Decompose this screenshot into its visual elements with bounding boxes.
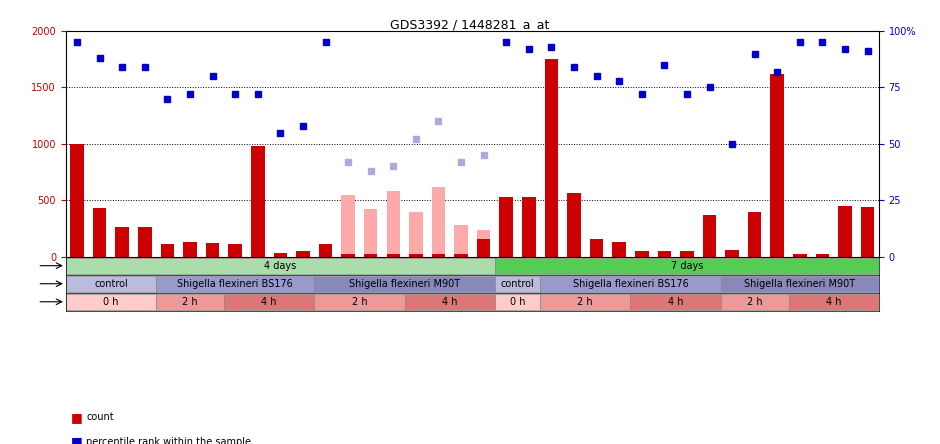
- FancyBboxPatch shape: [495, 293, 540, 310]
- Text: ■: ■: [71, 435, 83, 444]
- FancyBboxPatch shape: [540, 293, 631, 310]
- Bar: [635, 251, 649, 257]
- Bar: [477, 238, 491, 257]
- Bar: [228, 244, 242, 257]
- Bar: [567, 194, 581, 257]
- Bar: [409, 211, 423, 257]
- Bar: [341, 254, 355, 257]
- Bar: [386, 254, 400, 257]
- Bar: [296, 251, 310, 257]
- FancyBboxPatch shape: [314, 276, 495, 292]
- Bar: [341, 194, 355, 257]
- Text: 4 h: 4 h: [826, 297, 841, 307]
- Text: percentile rank within the sample: percentile rank within the sample: [86, 437, 252, 444]
- FancyBboxPatch shape: [66, 258, 495, 274]
- Bar: [431, 187, 446, 257]
- Bar: [703, 215, 716, 257]
- Text: 4 days: 4 days: [264, 261, 296, 271]
- Text: Shigella flexineri BS176: Shigella flexineri BS176: [572, 279, 688, 289]
- Bar: [251, 146, 264, 257]
- FancyBboxPatch shape: [631, 293, 721, 310]
- FancyBboxPatch shape: [224, 293, 314, 310]
- Bar: [93, 208, 106, 257]
- Bar: [386, 191, 400, 257]
- Text: 0 h: 0 h: [509, 297, 525, 307]
- Text: Shigella flexineri M90T: Shigella flexineri M90T: [349, 279, 461, 289]
- Bar: [116, 227, 129, 257]
- Text: 2 h: 2 h: [352, 297, 368, 307]
- Text: control: control: [94, 279, 128, 289]
- Text: 2 h: 2 h: [747, 297, 762, 307]
- Text: 4 h: 4 h: [261, 297, 276, 307]
- FancyBboxPatch shape: [314, 293, 404, 310]
- Text: 0 h: 0 h: [103, 297, 118, 307]
- Bar: [658, 251, 671, 257]
- Bar: [319, 244, 333, 257]
- Bar: [138, 227, 151, 257]
- FancyBboxPatch shape: [495, 276, 540, 292]
- Bar: [681, 251, 694, 257]
- FancyBboxPatch shape: [66, 276, 156, 292]
- Text: 4 h: 4 h: [668, 297, 683, 307]
- Bar: [161, 244, 174, 257]
- Bar: [454, 225, 468, 257]
- Bar: [364, 209, 378, 257]
- Text: count: count: [86, 412, 114, 422]
- Bar: [522, 197, 536, 257]
- Text: 2 h: 2 h: [182, 297, 197, 307]
- Bar: [409, 254, 423, 257]
- Bar: [499, 197, 513, 257]
- FancyBboxPatch shape: [540, 276, 721, 292]
- Bar: [477, 230, 491, 257]
- FancyBboxPatch shape: [66, 293, 156, 310]
- Text: ■: ■: [71, 411, 83, 424]
- Bar: [748, 211, 761, 257]
- Bar: [771, 74, 784, 257]
- Bar: [544, 59, 558, 257]
- Bar: [726, 250, 739, 257]
- Bar: [431, 254, 446, 257]
- FancyBboxPatch shape: [721, 276, 879, 292]
- Text: 2 h: 2 h: [577, 297, 593, 307]
- Bar: [70, 144, 84, 257]
- Text: GDS3392 / 1448281_a_at: GDS3392 / 1448281_a_at: [390, 18, 550, 31]
- FancyBboxPatch shape: [156, 276, 314, 292]
- Bar: [183, 242, 196, 257]
- Bar: [838, 206, 852, 257]
- Bar: [364, 254, 378, 257]
- Text: 7 days: 7 days: [671, 261, 703, 271]
- Bar: [816, 254, 829, 257]
- FancyBboxPatch shape: [789, 293, 879, 310]
- Text: control: control: [501, 279, 535, 289]
- Bar: [454, 254, 468, 257]
- Bar: [589, 238, 603, 257]
- Text: Shigella flexineri M90T: Shigella flexineri M90T: [744, 279, 855, 289]
- FancyBboxPatch shape: [156, 293, 224, 310]
- Bar: [861, 207, 874, 257]
- FancyBboxPatch shape: [404, 293, 495, 310]
- Bar: [206, 243, 219, 257]
- FancyBboxPatch shape: [721, 293, 789, 310]
- Bar: [274, 253, 287, 257]
- FancyBboxPatch shape: [495, 258, 879, 274]
- Bar: [793, 254, 807, 257]
- Text: Shigella flexineri BS176: Shigella flexineri BS176: [178, 279, 293, 289]
- Text: 4 h: 4 h: [442, 297, 458, 307]
- Bar: [612, 242, 626, 257]
